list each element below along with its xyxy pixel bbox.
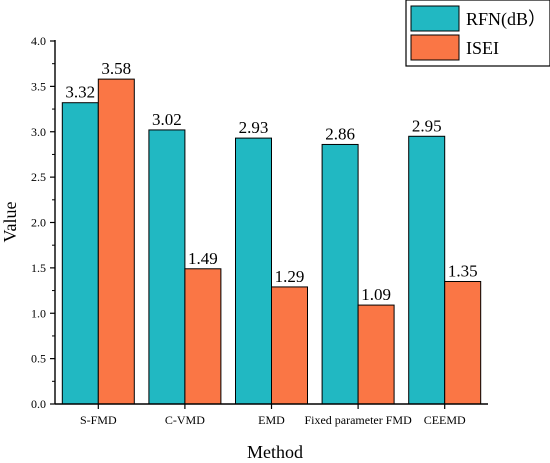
bar-isei (444, 280, 482, 405)
y-tick-label: 1.5 (31, 261, 46, 275)
x-category-label: EMD (258, 413, 285, 427)
y-tick-label: 4.0 (31, 34, 46, 48)
bar-value-label: 1.29 (275, 267, 305, 286)
bar-isei (97, 78, 135, 405)
legend-label-isei: ISEI (466, 38, 499, 58)
y-tick-label: 3.5 (31, 79, 46, 93)
bar-rfn (148, 129, 186, 405)
y-tick-label: 0.5 (31, 352, 46, 366)
x-category-label: C-VMD (165, 413, 205, 427)
y-axis-ticks: 0.0 0.5 1.0 1.5 2.0 2.5 3.0 3.5 4.0 (31, 34, 55, 411)
bar-rfn (321, 143, 359, 405)
bar-value-label: 2.86 (325, 124, 355, 143)
bar-value-label: 1.09 (361, 285, 391, 304)
x-axis-categories: S-FMD C-VMD EMD Fixed parameter FMD CEEMD (80, 404, 466, 427)
legend-swatch-isei (410, 34, 460, 61)
y-axis-title: Value (0, 201, 20, 242)
y-tick-label: 0.0 (31, 397, 46, 411)
legend-label-rfn: RFN(dB） (466, 9, 546, 30)
x-axis-title: Method (247, 442, 303, 462)
legend-swatch-rfn (410, 5, 460, 32)
bar-isei (184, 268, 222, 405)
bar-isei (271, 286, 308, 405)
y-tick-label: 1.0 (31, 306, 46, 320)
bar-value-label: 3.32 (65, 83, 95, 102)
legend: RFN(dB） ISEI (405, 0, 550, 67)
bar-value-label: 1.35 (448, 261, 478, 280)
bar-rfn (61, 102, 99, 405)
x-category-label: Fixed parameter FMD (304, 413, 412, 427)
bar-value-label: 2.93 (239, 118, 269, 137)
bar-value-label: 1.49 (188, 249, 218, 268)
bar-value-label: 3.02 (152, 110, 182, 129)
bar-rfn (408, 135, 446, 405)
data-labels-group: 3.32 3.58 3.02 1.49 2.93 1.29 2.86 1.09 2.95 1.35 (65, 59, 477, 304)
y-tick-label: 2.0 (31, 216, 46, 230)
bars-group (61, 78, 482, 405)
x-category-label: CEEMD (424, 413, 466, 427)
y-tick-label: 2.5 (31, 170, 46, 184)
y-tick-label: 3.0 (31, 125, 46, 139)
bar-isei (357, 304, 395, 405)
bar-rfn (235, 137, 272, 405)
x-category-label: S-FMD (80, 413, 117, 427)
bar-value-label: 3.58 (101, 59, 131, 78)
bar-value-label: 2.95 (412, 116, 442, 135)
